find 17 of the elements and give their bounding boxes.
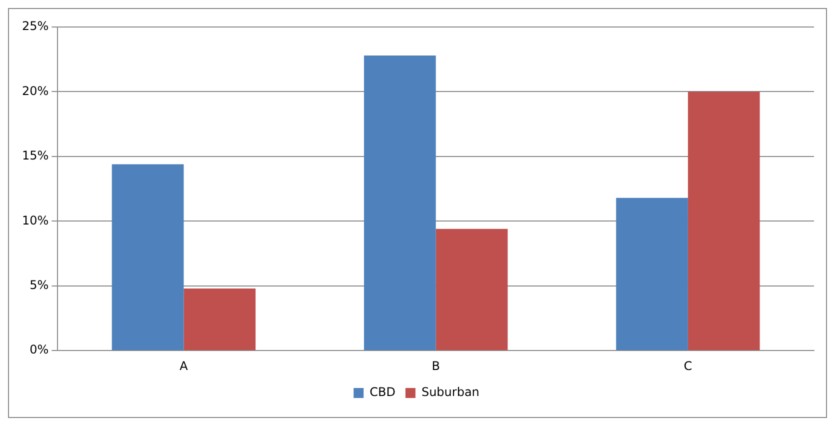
x-tick-label: A — [180, 358, 189, 373]
y-tick-label: 15% — [22, 148, 49, 163]
bar — [364, 55, 436, 350]
bar — [688, 92, 760, 350]
y-tick-label: 0% — [30, 342, 49, 357]
bar — [436, 228, 508, 350]
bar — [112, 164, 184, 350]
legend-label: Suburban — [421, 385, 480, 400]
y-tick-label: 20% — [22, 84, 49, 98]
bar — [184, 288, 256, 350]
x-tick-label: B — [432, 358, 440, 373]
x-tick-label: C — [684, 358, 692, 373]
legend-label: CBD — [370, 385, 396, 400]
y-tick-label: 5% — [30, 278, 49, 292]
y-tick-label: 10% — [22, 213, 49, 228]
y-tick-label: 25% — [22, 19, 49, 34]
bar — [616, 198, 688, 350]
